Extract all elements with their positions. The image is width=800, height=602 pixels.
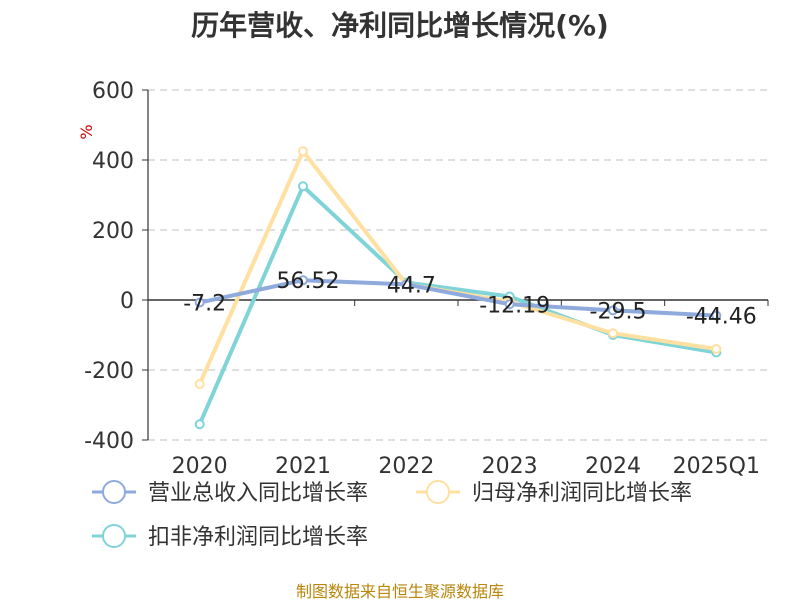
legend-marker [102,480,126,504]
data-point [608,305,618,316]
data-labels: -7.2 56.52 44.7 -12.19 -29.5 -44.46 [183,269,757,329]
data-point [298,275,308,286]
data-point [711,310,722,321]
data-label: -12.19 [479,293,550,318]
source-note: 制图数据来自恒生聚源数据库 [295,582,504,601]
data-label: -29.5 [590,299,647,324]
legend-item: 归母净利润同比增长率 [416,480,692,506]
axes: 600 400 200 0 -200 -400% 2020 2021 2022 2023 2024 2… [77,79,769,479]
legend-marker [426,480,450,504]
grid-lines [148,89,768,441]
data-label: 56.52 [277,269,340,294]
series-line [197,149,719,386]
data-point [194,297,205,308]
x-tick-label: 2023 [482,454,538,479]
legend-label: 归母净利润同比增长率 [472,481,692,506]
y-tick-label: 600 [92,79,134,104]
data-label: -7.2 [183,292,226,317]
y-tick-label: -200 [84,359,134,384]
y-tick-label: 200 [92,219,134,244]
data-point [298,146,308,157]
series-layer [194,146,722,430]
data-point [298,181,308,192]
x-tick-label: 2022 [378,454,434,479]
data-point [194,379,205,389]
series-line [197,184,719,427]
series-line [197,278,719,318]
y-axis-label: % [77,124,96,139]
data-point [401,279,412,290]
legend-item: 扣非净利润同比增长率 [92,524,368,550]
legend-marker [102,524,126,548]
y-tick-label: -400 [84,429,134,454]
y-tick-label: 0 [120,289,134,314]
y-tick-label: 400 [92,149,134,174]
data-label: -44.46 [686,305,757,330]
data-point [504,299,515,310]
x-tick-label: 2021 [275,454,331,479]
data-point [194,419,205,430]
data-point [711,344,722,354]
chart-title: 历年营收、净利同比增长情况(%) [191,9,609,42]
legend-label: 营业总收入同比增长率 [148,481,368,506]
legend-label: 扣非净利润同比增长率 [148,525,368,550]
x-tick-label: 2020 [172,454,228,479]
data-point [608,328,618,339]
x-tick-label: 2025Q1 [673,454,760,479]
data-label: 44.7 [387,273,436,298]
x-tick-label: 2024 [585,454,641,479]
legend-item: 营业总收入同比增长率 [92,480,368,506]
